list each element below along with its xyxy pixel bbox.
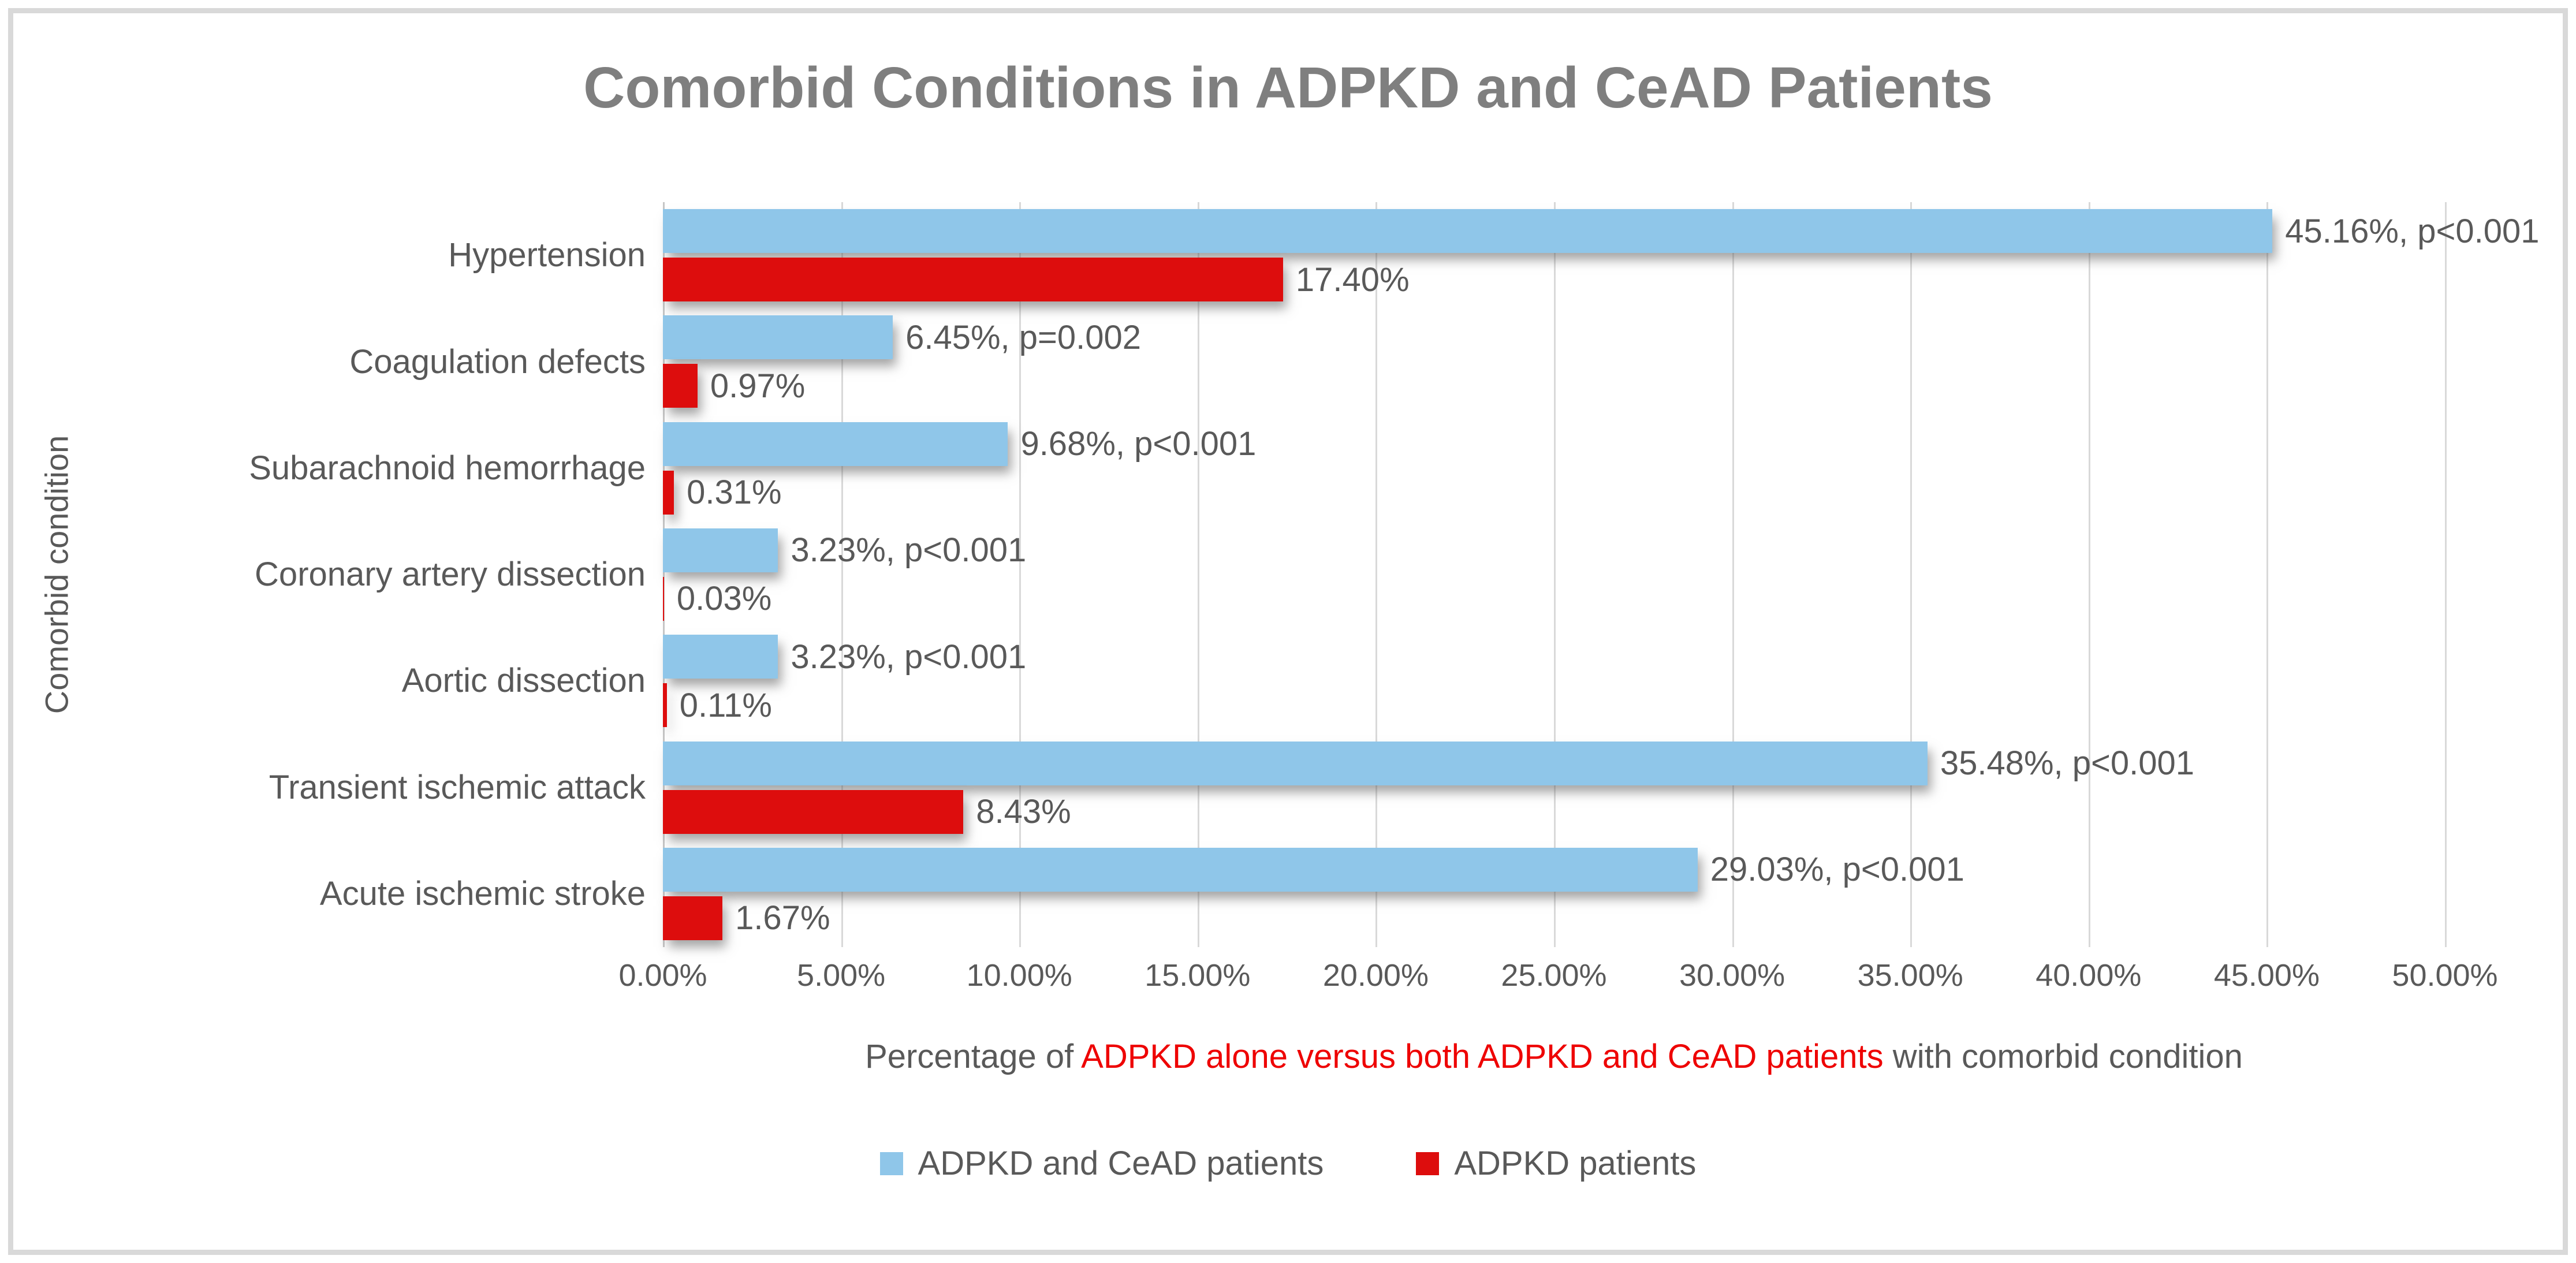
bar-adpkd — [663, 470, 674, 515]
x-tick: 50.00% — [2392, 958, 2498, 993]
x-tick: 25.00% — [1501, 958, 1607, 993]
bar-line: 0.31% — [663, 470, 2445, 515]
x-tick: 35.00% — [1857, 958, 1963, 993]
bar-adpkd-and-cead — [663, 635, 778, 679]
bar-value-label: 9.68%, p<0.001 — [1020, 425, 1257, 463]
x-axis-ticks: 0.00% 5.00% 10.00% 15.00% 20.00% 25.00% … — [618, 958, 2497, 999]
category-axis: Hypertension Coagulation defects Subarac… — [100, 202, 663, 947]
bar-value-label: 6.45%, p=0.002 — [905, 318, 1142, 356]
legend-swatch-blue — [879, 1152, 903, 1175]
row-transient-ischemic-attack: 35.48%, p<0.001 8.43% — [663, 734, 2445, 840]
x-tick: 0.00% — [618, 958, 707, 993]
x-tick: 30.00% — [1679, 958, 1785, 993]
row-aortic-dissection: 3.23%, p<0.001 0.11% — [663, 628, 2445, 734]
bar-value-label: 3.23%, p<0.001 — [791, 638, 1027, 676]
bar-adpkd — [663, 364, 698, 408]
bar-adpkd — [663, 683, 667, 728]
bar-line: 29.03%, p<0.001 — [663, 847, 2445, 892]
bar-adpkd-and-cead — [663, 315, 893, 360]
bar-value-label: 0.03% — [676, 580, 772, 618]
gridline — [1197, 202, 1199, 947]
row-hypertension: 45.16%, p<0.001 17.40% — [663, 202, 2539, 308]
x-axis-title-prefix: Percentage of — [865, 1038, 1082, 1075]
gridline — [2088, 202, 2090, 947]
x-tick: 45.00% — [2213, 958, 2320, 993]
chart-body: Comorbid condition Hypertension Coagulat… — [13, 202, 2563, 947]
x-tick: 10.00% — [966, 958, 1072, 993]
bar-line: 17.40% — [663, 258, 2445, 302]
legend: ADPKD and CeAD patients ADPKD patients — [13, 1144, 2563, 1183]
bar-adpkd — [663, 576, 664, 621]
row-acute-ischemic-stroke: 29.03%, p<0.001 1.67% — [663, 841, 2445, 947]
bar-line: 3.23%, p<0.001 — [663, 635, 2445, 679]
x-axis-title-suffix: with comorbid condition — [1883, 1038, 2243, 1075]
legend-label: ADPKD patients — [1454, 1145, 1697, 1182]
bar-line: 0.97% — [663, 364, 2445, 408]
y-axis-title: Comorbid condition — [38, 435, 75, 714]
bar-value-label: 3.23%, p<0.001 — [791, 531, 1027, 569]
gridline — [1554, 202, 1556, 947]
bar-line: 9.68%, p<0.001 — [663, 422, 2445, 466]
legend-item-adpkd: ADPKD patients — [1416, 1144, 1696, 1183]
category-label-aortic-dissection: Aortic dissection — [401, 662, 646, 700]
chart-title: Comorbid Conditions in ADPKD and CeAD Pa… — [583, 55, 1993, 120]
x-axis-title-highlight: ADPKD alone versus both ADPKD and CeAD p… — [1081, 1038, 1884, 1075]
bar-value-label: 0.97% — [710, 367, 806, 405]
gridline — [1375, 202, 1378, 947]
bar-value-label: 1.67% — [735, 899, 830, 937]
bar-adpkd — [663, 258, 1283, 302]
gridline — [841, 202, 843, 947]
bar-line: 45.16%, p<0.001 — [663, 209, 2539, 254]
bar-value-label: 35.48%, p<0.001 — [1940, 744, 2195, 783]
legend-swatch-red — [1416, 1152, 1440, 1175]
gridline — [663, 202, 665, 947]
category-label-transient-ischemic-attack: Transient ischemic attack — [269, 768, 646, 806]
bar-adpkd-and-cead — [663, 741, 1928, 785]
bar-line: 0.03% — [663, 576, 2445, 621]
bar-line: 1.67% — [663, 896, 2445, 940]
legend-label: ADPKD and CeAD patients — [918, 1145, 1324, 1182]
bar-line: 8.43% — [663, 789, 2445, 834]
row-subarachnoid-hemorrhage: 9.68%, p<0.001 0.31% — [663, 415, 2445, 521]
gridline — [1019, 202, 1022, 947]
bar-adpkd — [663, 789, 964, 834]
category-label-hypertension: Hypertension — [448, 236, 646, 274]
bar-line: 35.48%, p<0.001 — [663, 741, 2445, 785]
bar-line: 3.23%, p<0.001 — [663, 528, 2445, 572]
bar-value-label: 0.11% — [679, 686, 772, 724]
bar-line: 6.45%, p=0.002 — [663, 315, 2445, 360]
gridline — [2266, 202, 2269, 947]
x-tick: 5.00% — [797, 958, 886, 993]
category-label-acute-ischemic-stroke: Acute ischemic stroke — [319, 874, 646, 912]
bar-value-label: 17.40% — [1295, 260, 1410, 299]
bar-value-label: 29.03%, p<0.001 — [1710, 851, 1964, 889]
bar-adpkd — [663, 896, 723, 940]
category-label-coagulation-defects: Coagulation defects — [349, 342, 646, 381]
bar-adpkd-and-cead — [663, 209, 2273, 254]
gridline — [2445, 202, 2447, 947]
plot-area: 45.16%, p<0.001 17.40% 6.45%, p=0.002 0. — [663, 202, 2539, 947]
bar-adpkd-and-cead — [663, 422, 1008, 466]
category-label-coronary-artery-dissection: Coronary artery dissection — [255, 556, 646, 594]
row-coronary-artery-dissection: 3.23%, p<0.001 0.03% — [663, 521, 2445, 628]
category-label-subarachnoid-hemorrhage: Subarachnoid hemorrhage — [249, 449, 646, 487]
gridline — [1732, 202, 1734, 947]
bar-adpkd-and-cead — [663, 847, 1698, 892]
bar-value-label: 8.43% — [976, 793, 1071, 831]
bar-adpkd-and-cead — [663, 528, 778, 572]
bar-value-label: 0.31% — [687, 474, 782, 512]
bar-rows: 45.16%, p<0.001 17.40% 6.45%, p=0.002 0. — [663, 202, 2539, 947]
x-axis-title: Percentage of ADPKD alone versus both AD… — [663, 1037, 2445, 1076]
legend-item-adpkd-and-cead: ADPKD and CeAD patients — [879, 1144, 1324, 1183]
row-coagulation-defects: 6.45%, p=0.002 0.97% — [663, 308, 2445, 415]
x-tick: 15.00% — [1145, 958, 1251, 993]
x-tick: 40.00% — [2036, 958, 2142, 993]
gridline — [1910, 202, 1913, 947]
y-axis-title-column: Comorbid condition — [13, 202, 100, 947]
chart-frame: Comorbid Conditions in ADPKD and CeAD Pa… — [8, 8, 2568, 1255]
x-tick: 20.00% — [1322, 958, 1429, 993]
bar-value-label: 45.16%, p<0.001 — [2285, 212, 2540, 250]
bar-line: 0.11% — [663, 683, 2445, 728]
